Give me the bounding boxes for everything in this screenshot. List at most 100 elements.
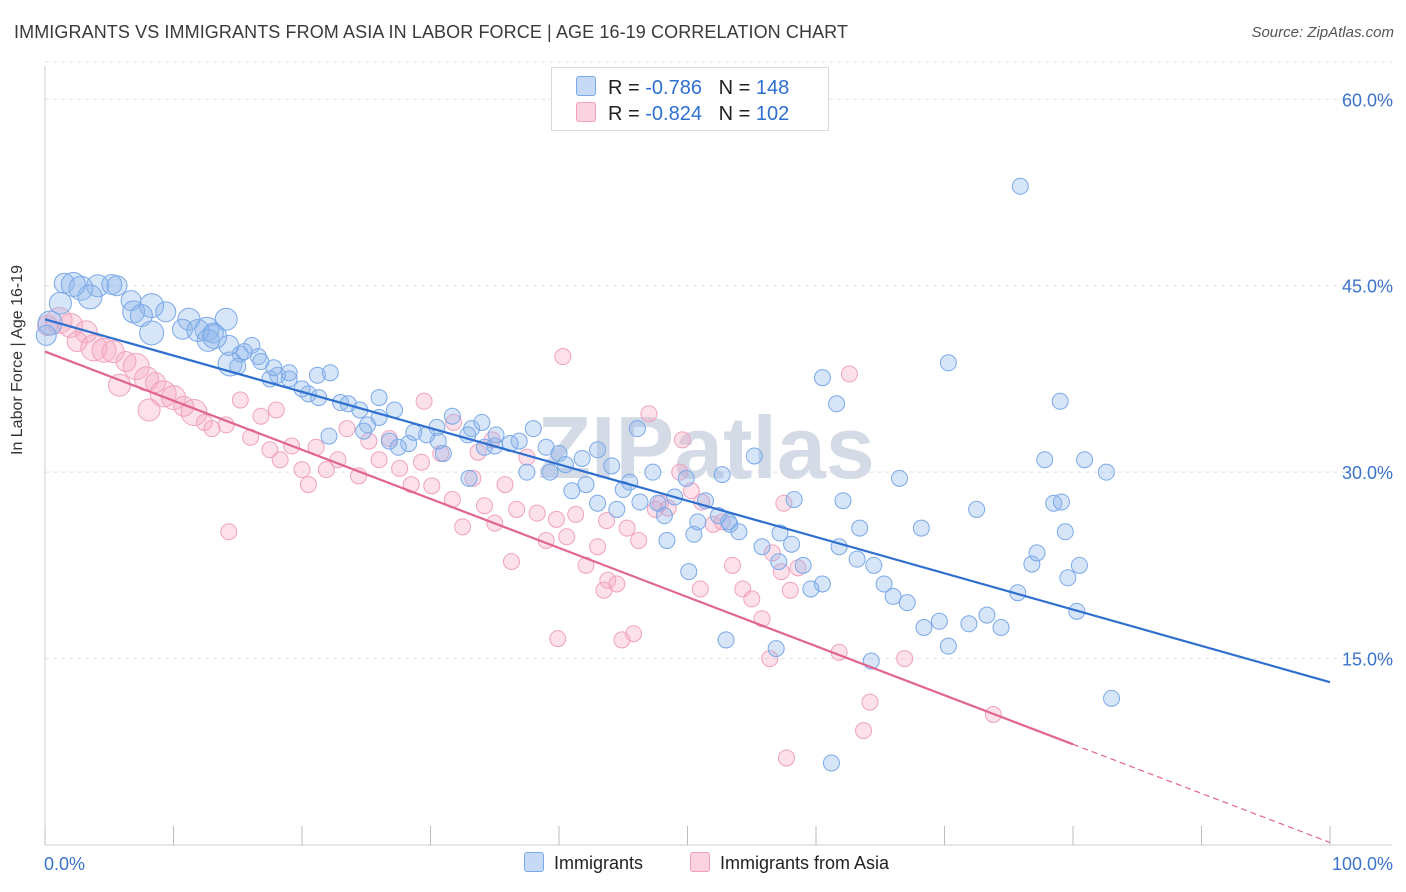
immigrants-point — [355, 422, 373, 440]
immigrants-point — [400, 435, 418, 453]
immigrants-point — [214, 307, 238, 331]
immigrants-point — [60, 271, 86, 297]
immigrants-point — [628, 420, 646, 438]
asia-point — [338, 420, 356, 438]
immigrants-point — [884, 587, 902, 605]
immigrants-point — [608, 500, 626, 518]
immigrants-point — [713, 466, 731, 484]
asia-point — [599, 571, 617, 589]
asia-point — [252, 407, 270, 425]
asia-point — [547, 510, 565, 528]
asia-point — [630, 532, 648, 549]
asia-point — [781, 581, 799, 599]
asia-point — [370, 451, 388, 469]
immigrants-point — [730, 523, 748, 541]
immigrants-point — [770, 553, 788, 571]
immigrants-point — [577, 476, 595, 494]
asia-point — [618, 519, 636, 537]
immigrants-point — [541, 463, 559, 481]
immigrants-point — [875, 575, 893, 593]
immigrants-point — [524, 420, 542, 438]
asia-point — [640, 405, 658, 423]
asia-point — [855, 722, 873, 740]
immigrants-point — [1056, 523, 1074, 541]
asia-point — [115, 351, 137, 373]
immigrants-point — [280, 370, 298, 388]
immigrants-point — [753, 538, 771, 556]
chart-title: IMMIGRANTS VS IMMIGRANTS FROM ASIA IN LA… — [14, 22, 849, 42]
asia-point — [772, 563, 790, 581]
asia-trend-extension — [1072, 743, 1331, 844]
immigrants-point — [655, 507, 673, 525]
immigrants-point — [589, 494, 607, 512]
legend-r-label: R = — [608, 77, 640, 99]
asia-point — [502, 553, 520, 571]
asia-point — [671, 463, 689, 481]
bottom-legend-immigrants: Immigrants — [524, 852, 643, 874]
immigrants-point — [1052, 493, 1070, 511]
asia-point — [528, 504, 546, 522]
asia-point — [271, 451, 289, 469]
asia-point — [508, 500, 526, 518]
immigrants-point — [1070, 556, 1088, 574]
y-tick-label: 15.0% — [1342, 650, 1393, 670]
immigrants-point — [1059, 569, 1077, 587]
immigrants-point — [473, 413, 491, 431]
immigrants-point — [249, 348, 267, 366]
asia-point — [598, 512, 616, 530]
asia-point — [682, 482, 700, 500]
immigrants-point — [978, 606, 996, 624]
legend-n-value-asia: 102 — [755, 103, 790, 125]
immigrants-point — [1011, 177, 1029, 195]
asia-point — [413, 453, 431, 471]
immigrants-point — [487, 426, 505, 444]
immigrants-point — [1023, 555, 1041, 573]
x-tick-label: 0.0% — [44, 854, 85, 874]
immigrants-legend-swatch — [524, 852, 544, 872]
immigrants-point — [129, 304, 153, 328]
immigrants-point — [794, 556, 812, 574]
asia-point — [595, 581, 613, 599]
asia-point — [91, 337, 117, 363]
immigrants-point — [658, 532, 676, 549]
asia-point — [423, 477, 441, 495]
asia-point — [673, 431, 691, 449]
immigrants-point — [802, 580, 820, 598]
immigrants-point — [960, 615, 978, 633]
immigrants-point — [1103, 689, 1121, 707]
watermark: ZIPatlas — [537, 398, 874, 497]
y-axis-label: In Labor Force | Age 16-19 — [9, 264, 26, 455]
asia-point — [691, 580, 709, 598]
asia-legend-swatch — [690, 852, 710, 872]
asia-point — [743, 590, 761, 608]
asia-point — [293, 461, 311, 479]
immigrants-point — [939, 637, 957, 655]
asia-point — [840, 365, 858, 383]
immigrants-point — [828, 395, 846, 413]
bottom-legend-asia: Immigrants from Asia — [690, 852, 889, 874]
immigrants-point — [320, 427, 338, 445]
immigrants-point — [865, 556, 883, 574]
immigrants-point — [589, 441, 607, 459]
immigrants-point — [745, 447, 763, 465]
immigrants-point — [644, 463, 662, 481]
asia-point — [122, 353, 150, 380]
immigrants-point — [380, 432, 398, 450]
immigrants-point — [1036, 451, 1054, 469]
immigrants-point — [405, 423, 423, 441]
asia-point — [753, 610, 771, 628]
immigrants-point — [717, 631, 735, 649]
asia-point — [220, 523, 238, 541]
immigrants-point — [720, 513, 738, 531]
immigrants-point — [537, 438, 555, 456]
immigrants-point — [677, 469, 695, 487]
immigrants-trend-line — [44, 318, 1331, 684]
asia-point — [723, 556, 741, 574]
immigrants-point — [218, 334, 240, 356]
immigrants-point — [443, 407, 461, 425]
asia-point — [391, 459, 409, 477]
legend-r-label: R = — [608, 103, 640, 125]
grid-lines — [45, 61, 1392, 660]
trend-lines — [44, 318, 1331, 844]
immigrants-point — [202, 324, 228, 350]
